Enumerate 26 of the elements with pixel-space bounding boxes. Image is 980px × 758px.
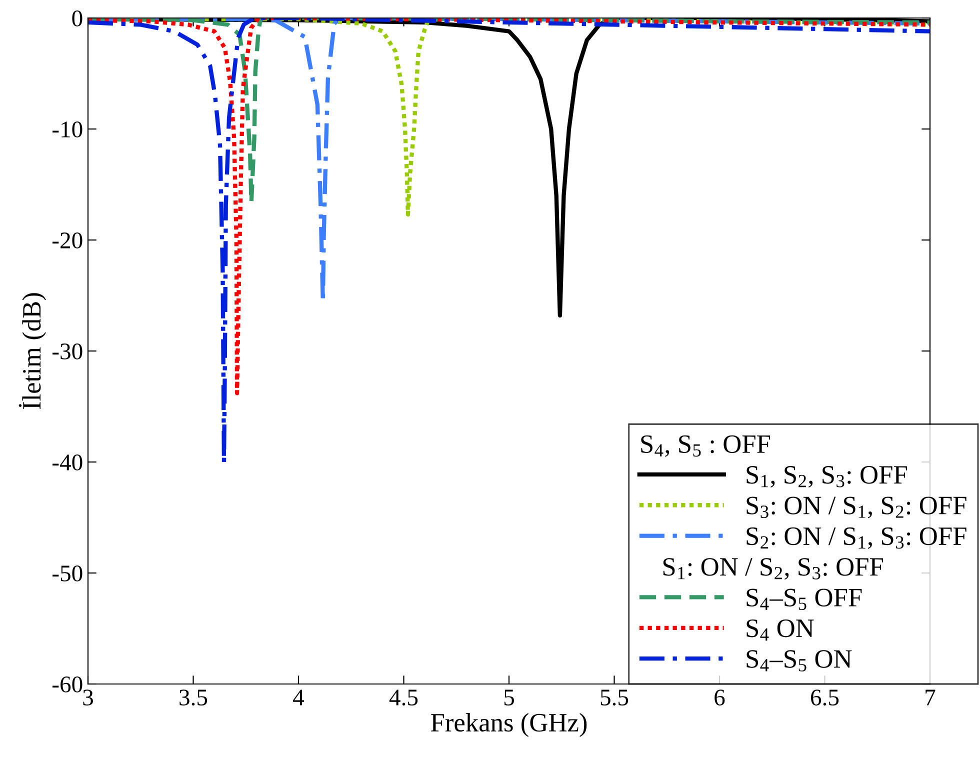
y-tick-label: -40 [52, 454, 82, 470]
x-tick-label: 7 [926, 690, 936, 706]
legend-title: S$_{4}$, S$_{5}$ : OFF [641, 435, 770, 457]
annotation: S$_{1}$: ON / S$_{2}$, S$_{3}$: OFF [663, 558, 883, 580]
y-tick-label: -60 [52, 676, 82, 692]
x-tick-label: 6.5 [811, 690, 839, 706]
x-tick-label: 6 [714, 690, 725, 706]
y-tick-label: -30 [52, 343, 82, 360]
legend-label: S$_{4}$–S$_{5}$ ON [746, 650, 852, 672]
x-tick-label: 5.5 [600, 690, 628, 706]
legend-label: S$_{4}$ ON [746, 619, 814, 641]
x-tick-label: 4.5 [389, 690, 418, 706]
y-tick-label: -10 [52, 121, 82, 138]
legend-label: S$_{3}$: ON / S$_{1}$, S$_{2}$: OFF [746, 496, 966, 518]
x-tick-label: 3 [83, 690, 93, 706]
x-tick-label: 3.5 [180, 690, 208, 706]
legend-label: S$_{2}$: ON / S$_{1}$, S$_{3}$: OFF [746, 527, 966, 549]
y-tick-label: 0 [72, 10, 82, 26]
x-tick-label: 5 [504, 690, 514, 706]
x-axis-title: Frekans (GHz) [430, 713, 587, 737]
y-tick-label: -50 [52, 565, 82, 582]
legend-label: S$_{1}$, S$_{2}$, S$_{3}$: OFF [746, 466, 907, 488]
y-tick-label: -20 [52, 232, 82, 248]
y-axis-title: İletim (dB) [18, 293, 46, 410]
legend-label: S$_{4}$–S$_{5}$ OFF [746, 588, 862, 610]
x-tick-label: 4 [293, 690, 304, 706]
